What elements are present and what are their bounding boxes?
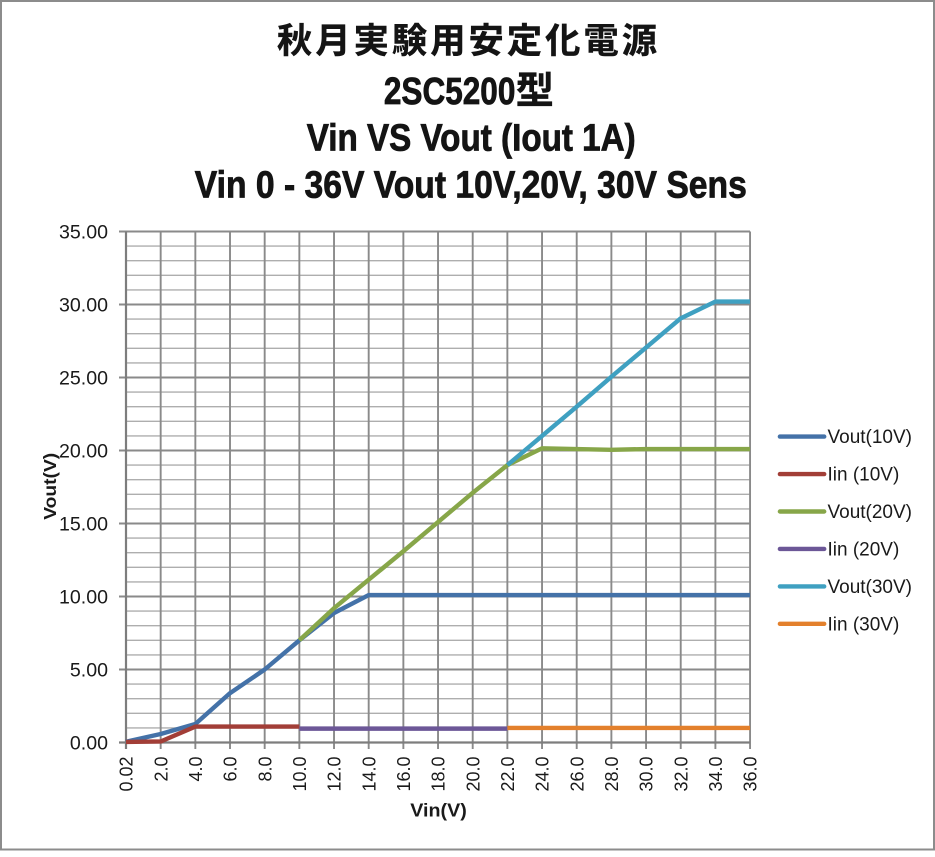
svg-text:Iin (10V): Iin (10V) (828, 465, 900, 486)
svg-text:2.0: 2.0 (151, 757, 171, 782)
svg-text:0.00: 0.00 (70, 732, 108, 754)
svg-text:10.00: 10.00 (59, 586, 108, 608)
svg-text:10.0: 10.0 (290, 757, 310, 792)
svg-text:22.0: 22.0 (498, 757, 518, 792)
svg-text:35.00: 35.00 (59, 221, 108, 243)
svg-text:26.0: 26.0 (567, 757, 587, 792)
svg-text:Vout(V): Vout(V) (40, 453, 60, 520)
svg-text:28.0: 28.0 (602, 757, 622, 792)
svg-text:Iin (20V): Iin (20V) (828, 539, 900, 560)
svg-text:Vout(30V): Vout(30V) (828, 577, 913, 598)
svg-text:Vout(10V): Vout(10V) (828, 427, 913, 448)
svg-text:Iin (30V): Iin (30V) (828, 614, 900, 635)
svg-text:8.0: 8.0 (255, 757, 275, 782)
svg-text:14.0: 14.0 (359, 757, 379, 792)
svg-text:25.00: 25.00 (59, 367, 108, 389)
svg-text:5.00: 5.00 (70, 659, 108, 681)
svg-text:4.0: 4.0 (186, 757, 206, 782)
svg-text:Vin VS Vout (Iout 1A): Vin VS Vout (Iout 1A) (307, 118, 636, 160)
svg-text:16.0: 16.0 (394, 757, 414, 792)
svg-text:32.0: 32.0 (671, 757, 691, 792)
svg-text:30.00: 30.00 (59, 294, 108, 316)
svg-text:Vout(20V): Vout(20V) (828, 502, 913, 523)
svg-text:0.02: 0.02 (117, 757, 137, 792)
svg-text:34.0: 34.0 (706, 757, 726, 792)
svg-text:20.00: 20.00 (59, 440, 108, 462)
svg-text:Vin 0 - 36V Vout 10V,20V, 30V: Vin 0 - 36V Vout 10V,20V, 30V Sens (195, 165, 747, 207)
svg-text:Vin(V): Vin(V) (410, 800, 467, 821)
svg-text:2SC5200: 2SC5200 (384, 71, 516, 113)
svg-text:24.0: 24.0 (533, 757, 553, 792)
svg-text:15.00: 15.00 (59, 513, 108, 535)
svg-text:12.0: 12.0 (325, 757, 345, 792)
svg-text:36.0: 36.0 (741, 757, 761, 792)
svg-text:30.0: 30.0 (637, 757, 657, 792)
svg-text:18.0: 18.0 (429, 757, 449, 792)
svg-text:6.0: 6.0 (221, 757, 241, 782)
svg-text:20.0: 20.0 (463, 757, 483, 792)
